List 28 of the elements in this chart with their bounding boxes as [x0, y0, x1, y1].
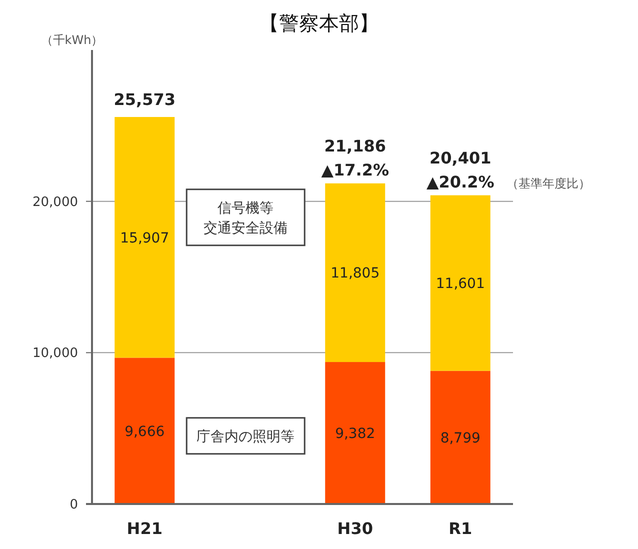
total-label: 25,573 — [114, 90, 176, 109]
x-tick-label: H30 — [337, 519, 373, 538]
x-tick-label: R1 — [448, 519, 472, 538]
bar — [430, 370, 490, 504]
y-tick-label: 20,000 — [32, 194, 78, 210]
bar — [430, 195, 490, 371]
annotation: ▲20.2% — [426, 172, 494, 192]
y-axis-title: （千kWh） — [40, 33, 104, 47]
y-tick-label: 0 — [70, 498, 78, 513]
data-label: 15,907 — [120, 230, 170, 246]
bar — [325, 362, 386, 504]
x-tick-label: H21 — [126, 519, 162, 538]
total-label: 20,401 — [430, 148, 492, 168]
text: 信号機等交通安全設備 — [204, 200, 288, 236]
bar — [325, 183, 386, 362]
data-label: 9,382 — [335, 426, 376, 442]
y-tick-label: 10,000 — [32, 346, 78, 362]
data-label: 11,601 — [436, 276, 485, 292]
chart-title: 【警察本部】 — [259, 11, 379, 35]
data-label: 11,805 — [330, 266, 380, 282]
annotation: （基準年度比） — [506, 176, 590, 190]
data-label: 9,666 — [124, 424, 165, 440]
total-label: 21,186 — [324, 136, 386, 156]
series-label: 庁舎内の照明等 — [196, 428, 295, 445]
annotation: ▲17.2% — [321, 160, 390, 180]
data-label: 8,799 — [440, 430, 480, 446]
bar — [114, 358, 175, 504]
bar — [114, 116, 175, 358]
